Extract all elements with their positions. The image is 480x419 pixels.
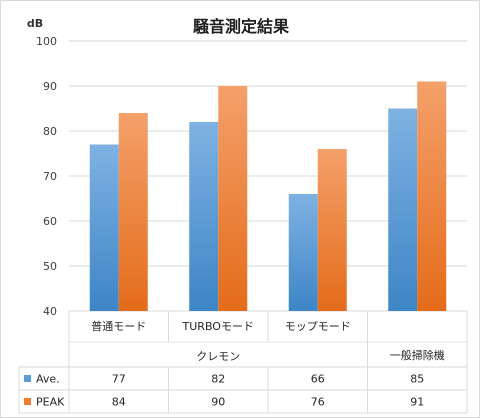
bar-ave <box>388 108 418 311</box>
bar-ave <box>189 122 219 311</box>
legend-swatch <box>24 398 31 405</box>
bar-ave <box>89 144 119 311</box>
chart-title: 騒音測定結果 <box>192 17 289 36</box>
y-tick-label: 90 <box>43 80 57 93</box>
group-label: クレモン <box>196 350 240 363</box>
bar-ave <box>288 194 318 311</box>
bar-peak <box>317 149 347 311</box>
y-tick-label: 70 <box>43 170 57 183</box>
bar-peak <box>218 86 248 311</box>
y-tick-label: 100 <box>36 35 57 48</box>
y-tick-label: 60 <box>43 215 57 228</box>
legend-label: PEAK <box>36 396 65 409</box>
data-table-cell: 91 <box>410 396 424 409</box>
category-label: 普通モード <box>91 319 146 333</box>
y-axis-ticks: 40 50 60 70 80 90 100 <box>36 35 57 318</box>
category-label: モップモード <box>285 320 351 333</box>
bar-peak <box>118 113 148 311</box>
bar-peak <box>417 81 447 311</box>
y-tick-label: 50 <box>43 260 57 273</box>
data-table-cell: 82 <box>211 373 225 386</box>
data-table-cell: 85 <box>410 373 424 386</box>
legend-label: Ave. <box>36 373 60 386</box>
y-tick-label: 80 <box>43 125 57 138</box>
legend-swatch <box>24 375 31 382</box>
data-table-cell: 66 <box>311 373 325 386</box>
y-tick-label: 40 <box>43 305 57 318</box>
bars <box>89 81 447 311</box>
group-label: 一般掃除機 <box>390 348 445 362</box>
data-table-cell: 84 <box>112 396 126 409</box>
data-table-cell: 76 <box>311 396 325 409</box>
category-label: TURBOモード <box>182 320 254 333</box>
y-axis-unit-label: dB <box>27 17 43 30</box>
data-table-cell: 77 <box>112 373 126 386</box>
data-table-cell: 90 <box>211 396 225 409</box>
